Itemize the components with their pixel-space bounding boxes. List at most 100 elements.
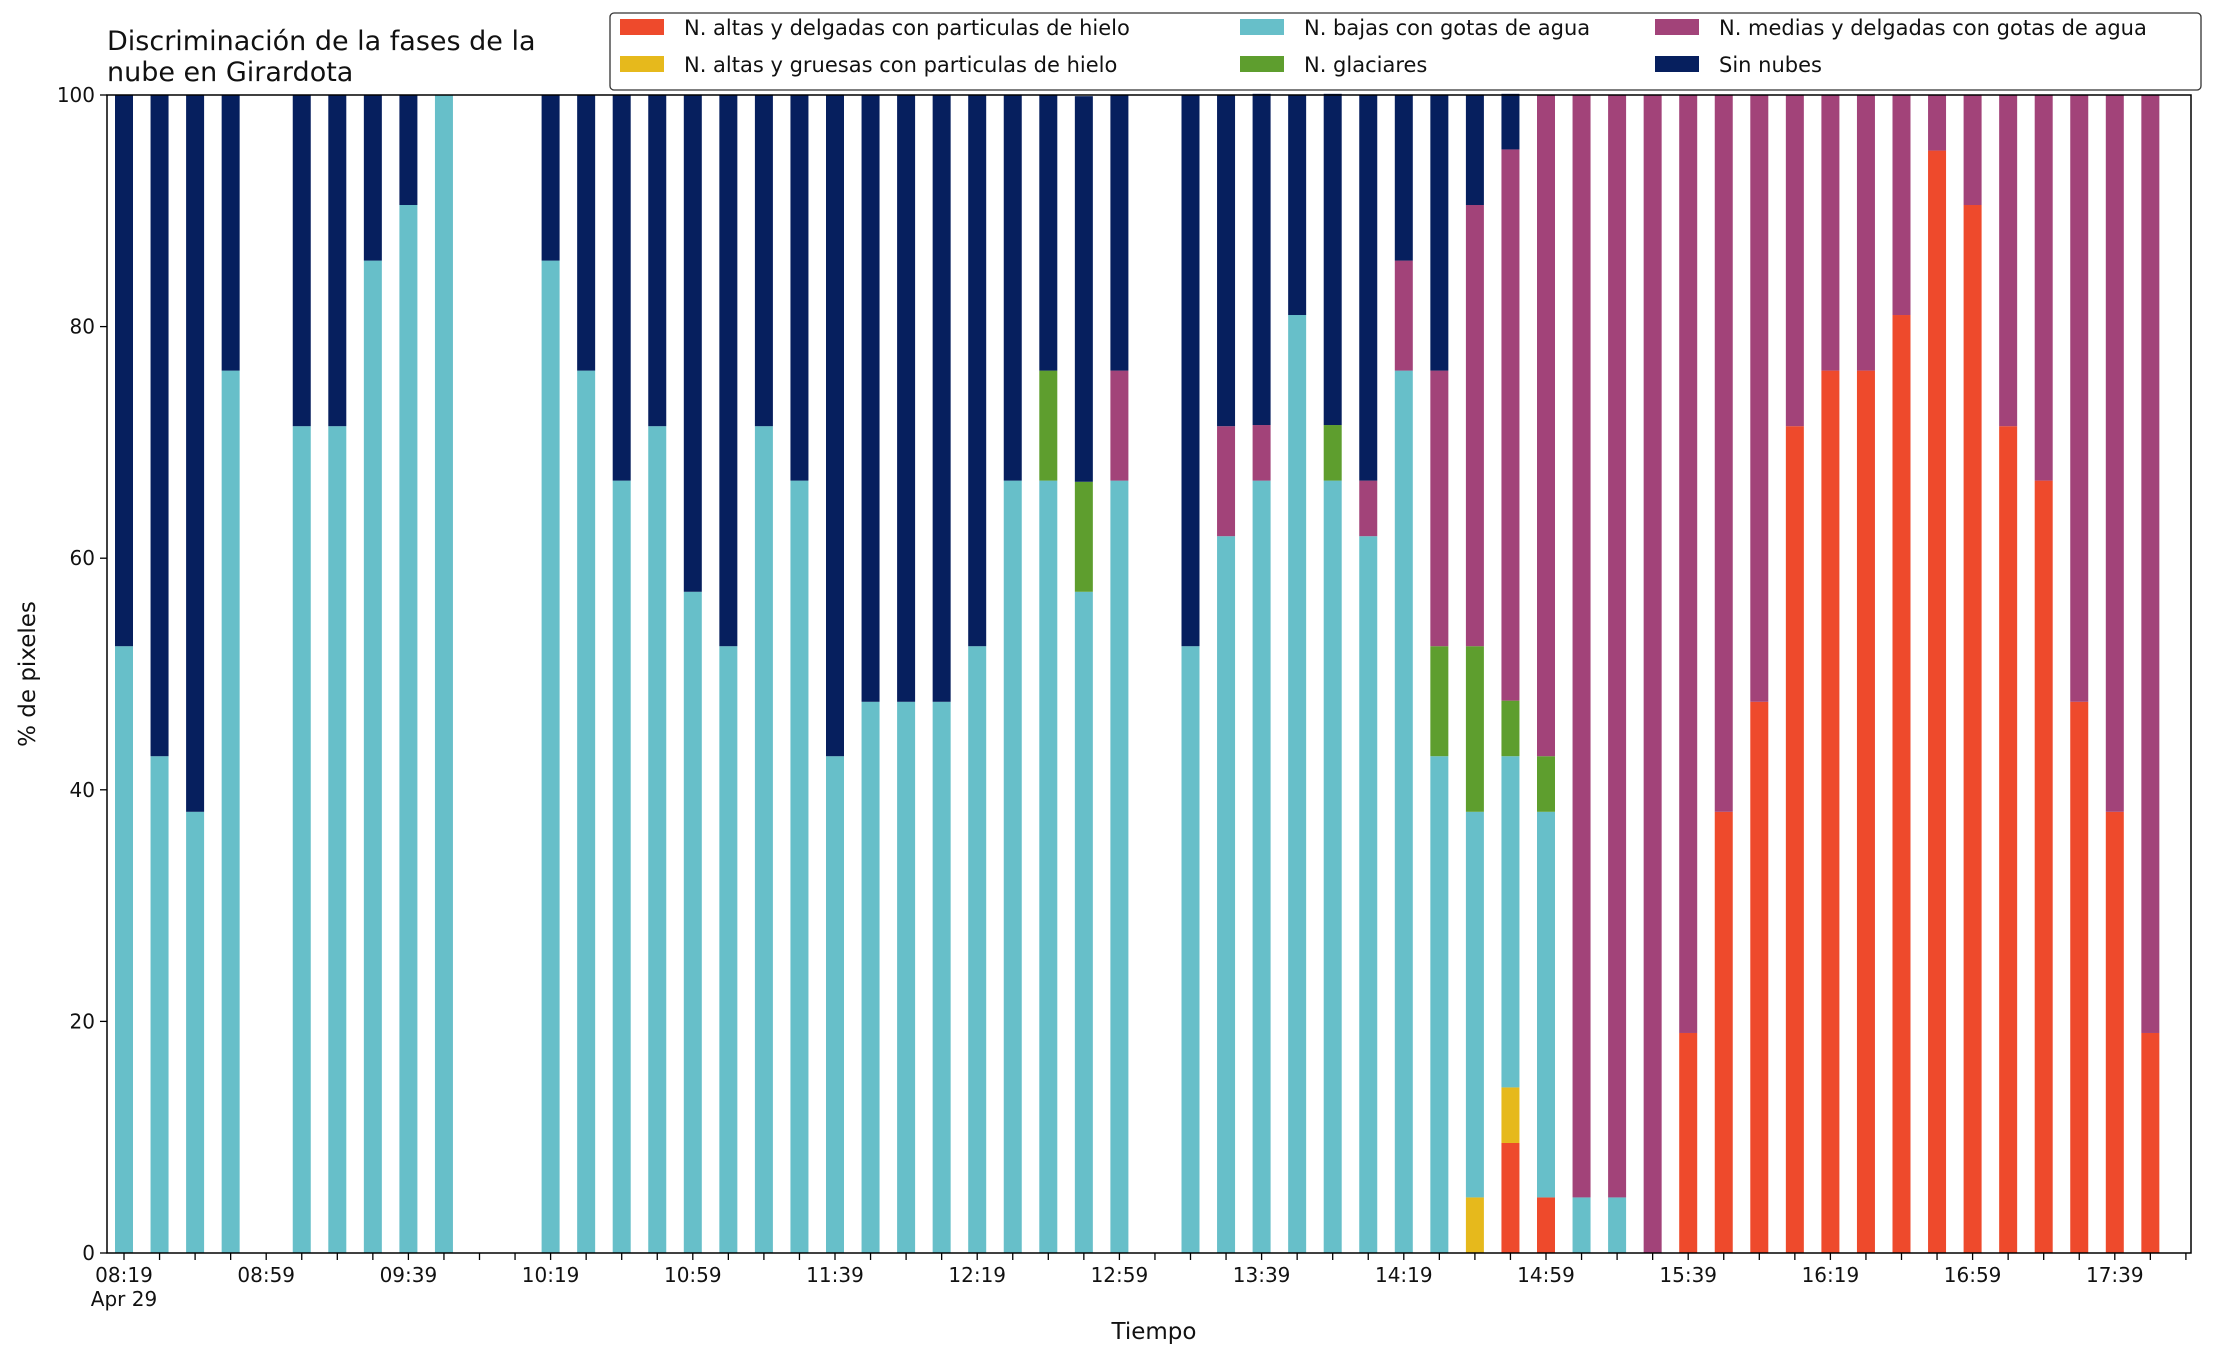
x-tick-label: 08:19 Apr 29 bbox=[91, 1263, 157, 1311]
bar-segment bbox=[1537, 1197, 1555, 1253]
bar-segment bbox=[2141, 1032, 2160, 1253]
x-tick-label-line: 17:39 bbox=[2086, 1263, 2144, 1287]
x-tick-label: 11:39 bbox=[806, 1263, 864, 1287]
x-tick-label-line: Apr 29 bbox=[91, 1287, 157, 1311]
y-tick-label: 60 bbox=[70, 546, 95, 570]
legend-label: N. altas y delgadas con particulas de hi… bbox=[684, 16, 1130, 40]
bar-segment bbox=[1928, 150, 1947, 1254]
bar-segment bbox=[363, 260, 382, 1253]
y-axis: 0 20 40 60 80 100 bbox=[57, 83, 107, 1265]
bar-segment bbox=[1394, 95, 1413, 261]
plot-area-frame bbox=[106, 94, 2192, 1254]
x-tick-label: 16:19 bbox=[1802, 1263, 1860, 1287]
bar-segment bbox=[968, 95, 987, 647]
bar-segment bbox=[1679, 1032, 1698, 1253]
bar-segment bbox=[1359, 95, 1378, 481]
bar-segment bbox=[292, 426, 311, 1253]
bar-segment bbox=[1501, 1087, 1520, 1143]
bar-segment bbox=[1288, 315, 1307, 1253]
bar-segment bbox=[1608, 1197, 1627, 1253]
bar-segment bbox=[1821, 370, 1840, 1253]
legend-swatch bbox=[1655, 19, 1699, 35]
x-tick-label-line: 10:19 bbox=[522, 1263, 580, 1287]
x-tick-label: 16:59 bbox=[1944, 1263, 2002, 1287]
bar-segment bbox=[1110, 95, 1129, 371]
bar-segment bbox=[363, 95, 382, 261]
bar-segment bbox=[1501, 149, 1520, 701]
bar-segment bbox=[1785, 95, 1804, 427]
bar-segment bbox=[328, 95, 347, 427]
bar-segment bbox=[186, 811, 205, 1253]
bar-segment bbox=[968, 646, 987, 1253]
x-tick-label-line: 11:39 bbox=[806, 1263, 864, 1287]
bar-segment bbox=[1323, 425, 1342, 481]
bar-segment bbox=[1039, 480, 1058, 1253]
bar-segment bbox=[1465, 95, 1484, 206]
bar-segment bbox=[2070, 701, 2089, 1253]
bar-segment bbox=[577, 95, 596, 371]
bar-segment bbox=[1110, 480, 1129, 1253]
bar-segment bbox=[2034, 480, 2053, 1253]
legend-swatch bbox=[1240, 56, 1284, 72]
bar-segment bbox=[861, 95, 880, 702]
chart-title: Discriminación de la fases de la nube en … bbox=[107, 26, 536, 88]
legend-label: N. medias y delgadas con gotas de agua bbox=[1719, 16, 2147, 40]
bar-segment bbox=[1928, 95, 1947, 151]
bar-segment bbox=[1217, 536, 1236, 1253]
bar-segment bbox=[1999, 426, 2018, 1253]
bar-segment bbox=[1856, 370, 1875, 1253]
x-axis-label: Tiempo bbox=[1111, 1319, 1197, 1345]
x-tick-label-line: 14:19 bbox=[1375, 1263, 1433, 1287]
bar-segment bbox=[826, 756, 844, 1253]
bar-segment bbox=[1892, 95, 1911, 316]
x-tick-label: 10:19 bbox=[522, 1263, 580, 1287]
bar-segment bbox=[754, 95, 773, 427]
bar-segment bbox=[1501, 93, 1520, 150]
bar-segment bbox=[541, 95, 560, 261]
bar-segment bbox=[1288, 95, 1307, 316]
bar-segment bbox=[1074, 481, 1093, 592]
y-tick-label: 100 bbox=[57, 83, 95, 107]
bar-segment bbox=[2070, 95, 2089, 702]
bar-segment bbox=[1323, 93, 1342, 426]
bar-segment bbox=[897, 701, 916, 1253]
bar-segment bbox=[683, 591, 702, 1253]
bar-segment bbox=[1039, 370, 1058, 481]
bar-segment bbox=[1963, 205, 1982, 1253]
chart-title-line: nube en Girardota bbox=[107, 57, 353, 88]
x-tick-label-line: 09:39 bbox=[380, 1263, 438, 1287]
x-tick-label-line: 14:59 bbox=[1517, 1263, 1575, 1287]
x-tick-label: 08:59 bbox=[237, 1263, 295, 1287]
bar-segment bbox=[683, 95, 702, 592]
x-tick-label-line: 10:59 bbox=[664, 1263, 722, 1287]
legend-label: N. altas y gruesas con particulas de hie… bbox=[684, 53, 1117, 77]
bar-segment bbox=[1359, 480, 1378, 537]
bar-segment bbox=[1537, 756, 1555, 812]
bar-segment bbox=[1430, 370, 1449, 647]
y-tick-label: 20 bbox=[70, 1009, 95, 1033]
bar-segment bbox=[186, 95, 205, 812]
x-tick-label: 17:39 bbox=[2086, 1263, 2144, 1287]
bar-segment bbox=[648, 426, 667, 1253]
bar-segment bbox=[754, 426, 773, 1253]
bar-segment bbox=[1252, 480, 1271, 1253]
bar-segment bbox=[1643, 95, 1662, 1253]
bar-segment bbox=[1110, 370, 1129, 481]
bar-segment bbox=[1537, 95, 1555, 757]
bar-segment bbox=[328, 426, 347, 1253]
legend-swatch bbox=[620, 19, 664, 35]
bar-segment bbox=[1217, 426, 1236, 537]
bar-segment bbox=[1003, 480, 1022, 1253]
bar-segment bbox=[541, 260, 560, 1253]
legend-swatch bbox=[620, 56, 664, 72]
chart-title-line: Discriminación de la fases de la bbox=[107, 26, 536, 57]
bar-segment bbox=[1572, 95, 1591, 1198]
bar-segment bbox=[399, 205, 418, 1253]
bar-segment bbox=[1572, 1197, 1591, 1253]
bar-segment bbox=[1679, 95, 1698, 1033]
bar-segment bbox=[790, 95, 809, 481]
bar-segment bbox=[932, 701, 951, 1253]
bar-segment bbox=[2105, 95, 2124, 812]
bar-segment bbox=[1181, 646, 1200, 1253]
bar-segment bbox=[1999, 95, 2018, 427]
